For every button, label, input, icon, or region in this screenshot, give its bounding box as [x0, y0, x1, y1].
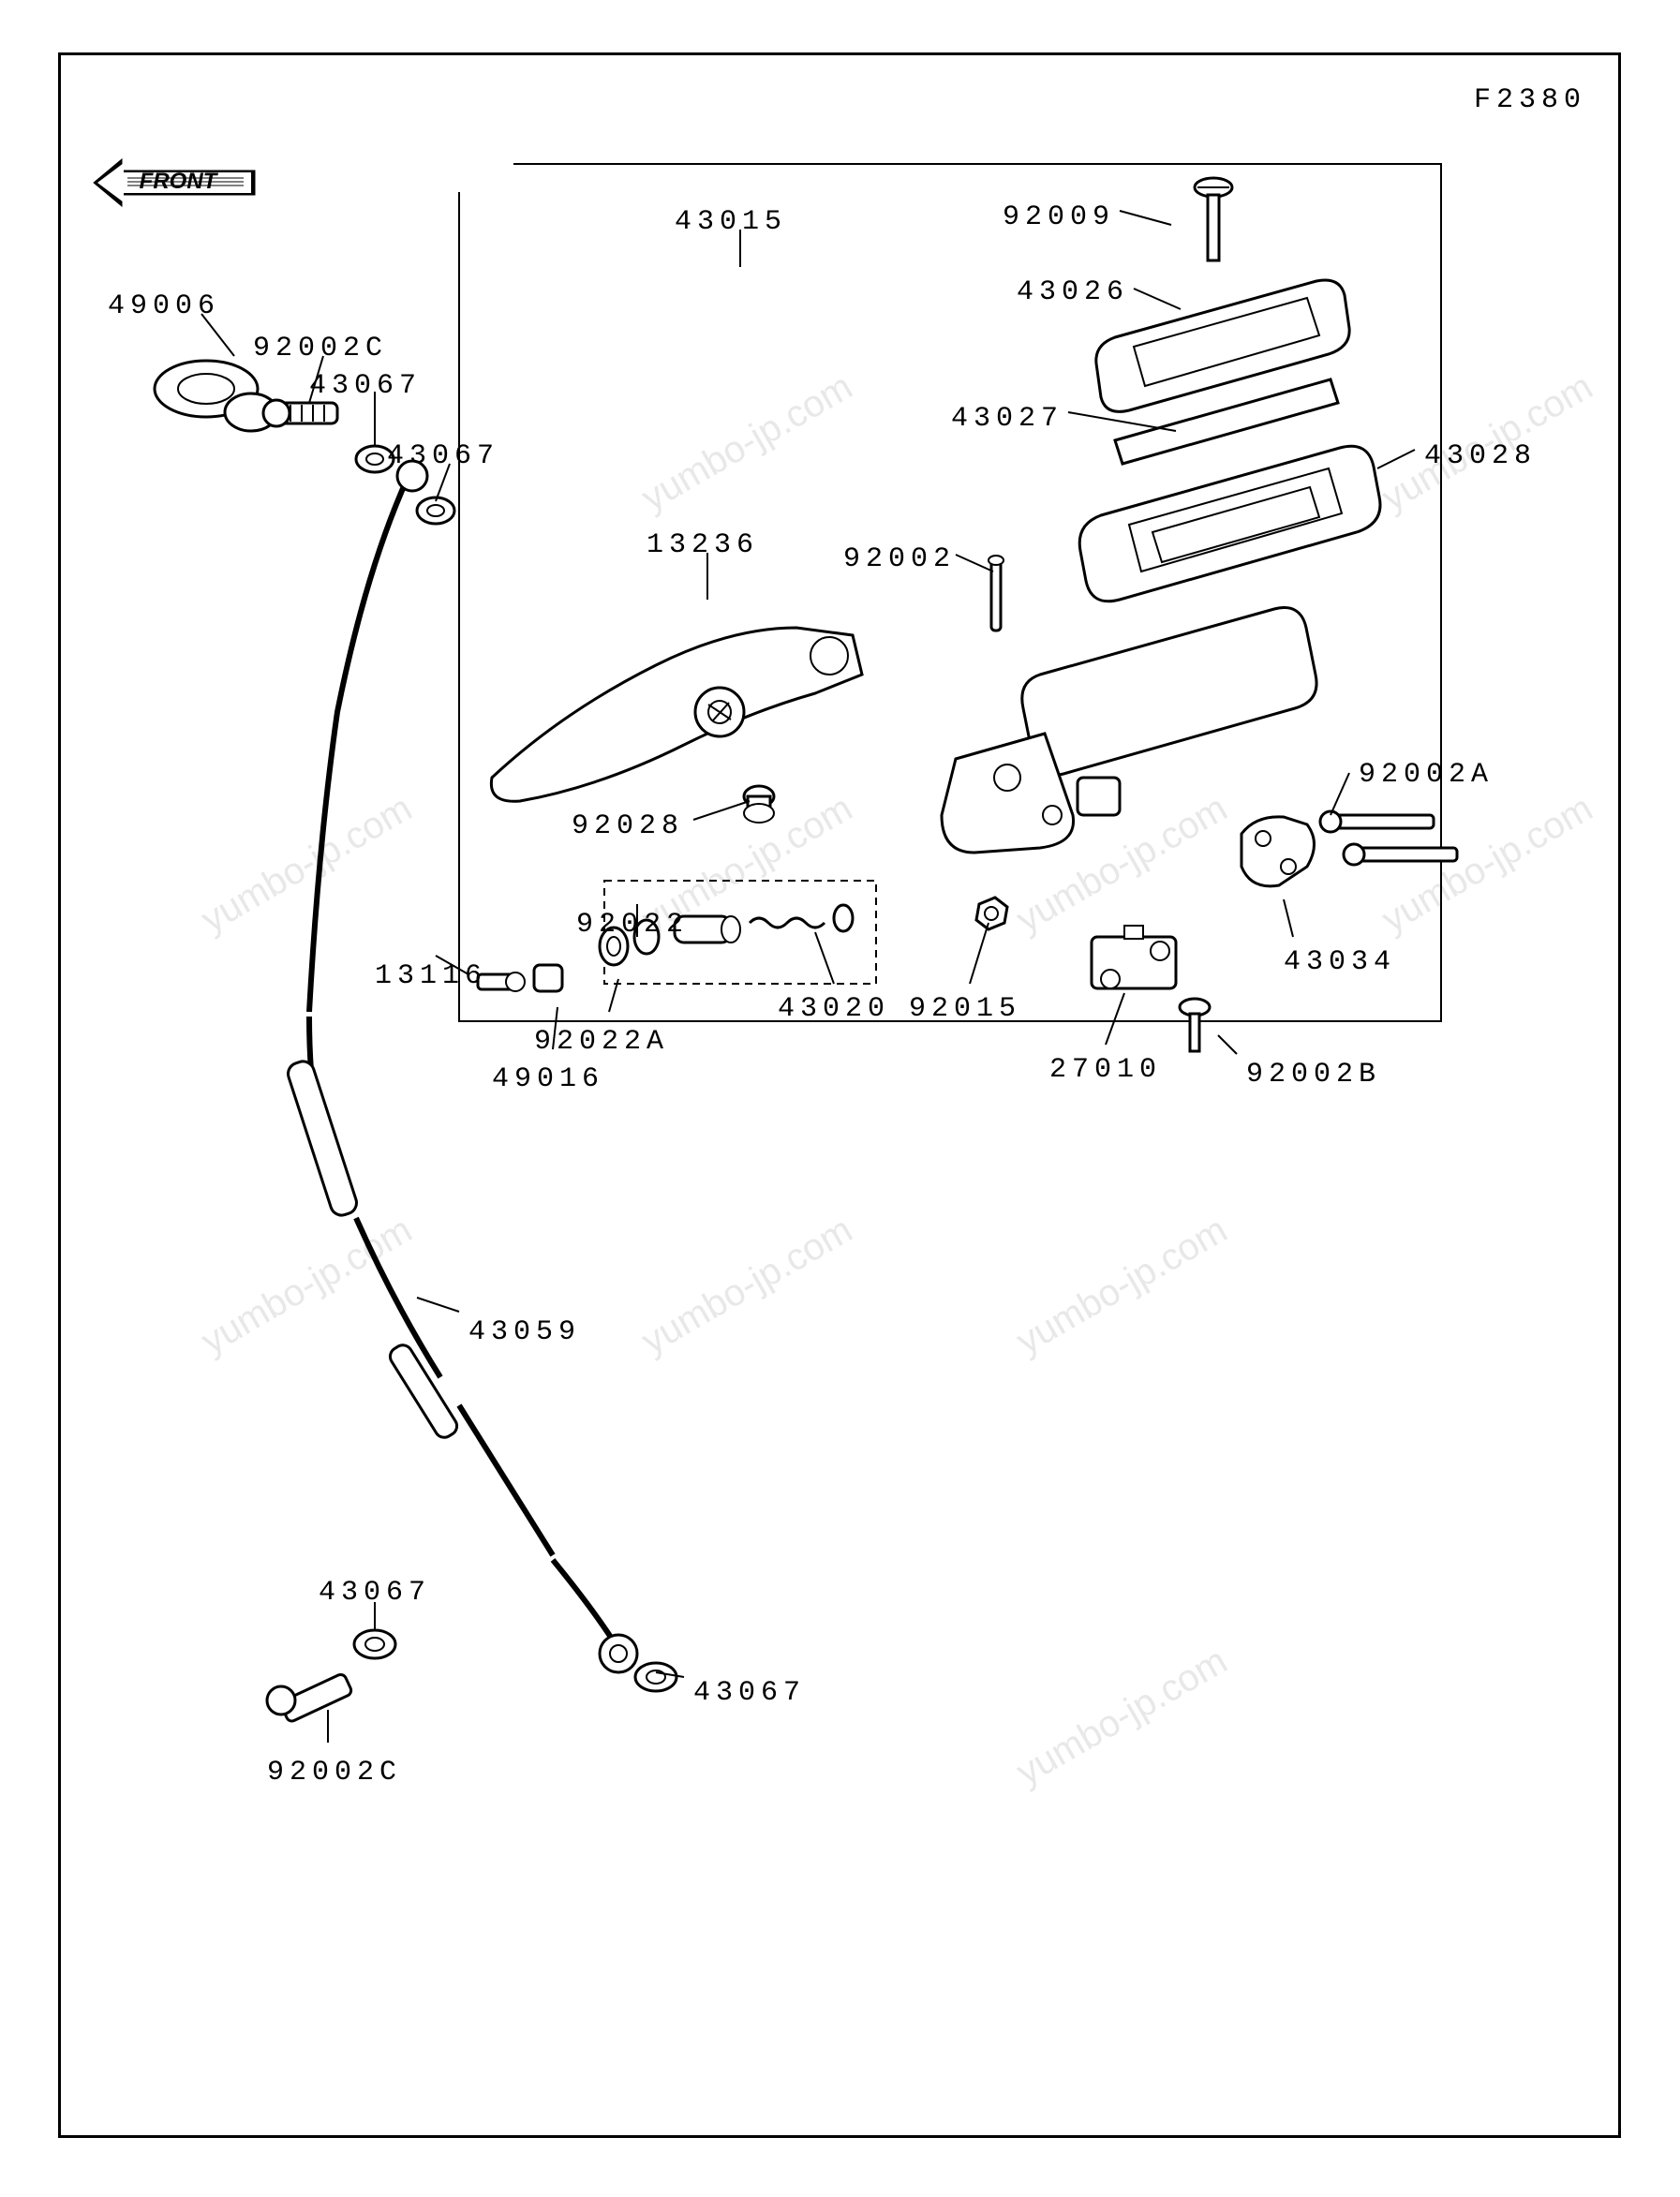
label-92002C_top: 92002C: [253, 333, 388, 364]
part-banjo-bot: [553, 1560, 637, 1672]
part-hose-top: [309, 478, 408, 1012]
label-43020: 43020: [778, 993, 890, 1025]
part-49016: [534, 965, 562, 991]
part-43067-bot: [354, 1630, 395, 1658]
leader-92009: [1120, 211, 1171, 225]
label-43034: 43034: [1284, 946, 1396, 978]
part-49006: [155, 361, 277, 431]
label-13236: 13236: [647, 529, 759, 561]
label-92015: 92015: [909, 993, 1021, 1025]
exploded-diagram: [0, 0, 1680, 2197]
part-43067-bot2: [635, 1663, 676, 1691]
part-43059: [285, 1017, 553, 1555]
part-92002B: [1180, 999, 1210, 1051]
leader-43026: [1134, 289, 1181, 309]
label-27010: 27010: [1049, 1054, 1162, 1086]
part-92002C-top: [263, 400, 337, 426]
label-49006: 49006: [108, 290, 220, 322]
leader-43020: [815, 932, 834, 984]
label-13116: 13116: [375, 960, 487, 992]
label-92002: 92002: [843, 543, 956, 575]
leader-43059: [417, 1298, 459, 1312]
leader-92002: [956, 555, 993, 572]
part-92009: [1195, 178, 1232, 260]
label-43067_bot: 43067: [319, 1577, 431, 1609]
label-43015: 43015: [675, 206, 787, 238]
part-92002: [989, 556, 1004, 631]
part-92002C-bot: [267, 1672, 353, 1722]
leader-27010: [1106, 993, 1124, 1045]
label-43026: 43026: [1017, 276, 1129, 308]
label-43067_bot2: 43067: [693, 1677, 806, 1709]
leader-92002A: [1331, 773, 1349, 815]
label-92002A: 92002A: [1359, 759, 1494, 791]
label-43027: 43027: [951, 403, 1063, 435]
leader-43028: [1377, 450, 1415, 468]
label-92009: 92009: [1003, 201, 1115, 233]
label-49016: 49016: [492, 1063, 604, 1095]
part-43028: [1079, 446, 1380, 601]
part-43067-top2: [417, 497, 454, 524]
leader-92015: [970, 923, 989, 984]
label-92002B: 92002B: [1246, 1059, 1381, 1091]
part-27010: [1092, 926, 1176, 988]
label-43067_top2: 43067: [387, 440, 499, 472]
label-43059: 43059: [468, 1316, 581, 1348]
label-92002C_bot: 92002C: [267, 1757, 402, 1789]
label-92022: 92022: [576, 909, 689, 941]
part-spring: [750, 918, 825, 928]
part-92028: [744, 786, 774, 823]
label-43067_top: 43067: [309, 370, 422, 402]
label-43028: 43028: [1424, 440, 1537, 472]
leader-92028: [693, 801, 750, 820]
part-92002A: [1320, 811, 1457, 865]
leader-92002B: [1218, 1035, 1237, 1054]
leader-43027: [1068, 412, 1176, 431]
label-92028: 92028: [572, 810, 684, 842]
leader-43034: [1284, 899, 1293, 937]
part-92015: [976, 898, 1007, 929]
part-13236: [491, 628, 862, 801]
part-master-cylinder-body: [942, 608, 1316, 853]
label-92022A: 92022A: [534, 1026, 669, 1058]
part-43034: [1241, 817, 1315, 886]
part-spring-cap: [834, 905, 853, 931]
